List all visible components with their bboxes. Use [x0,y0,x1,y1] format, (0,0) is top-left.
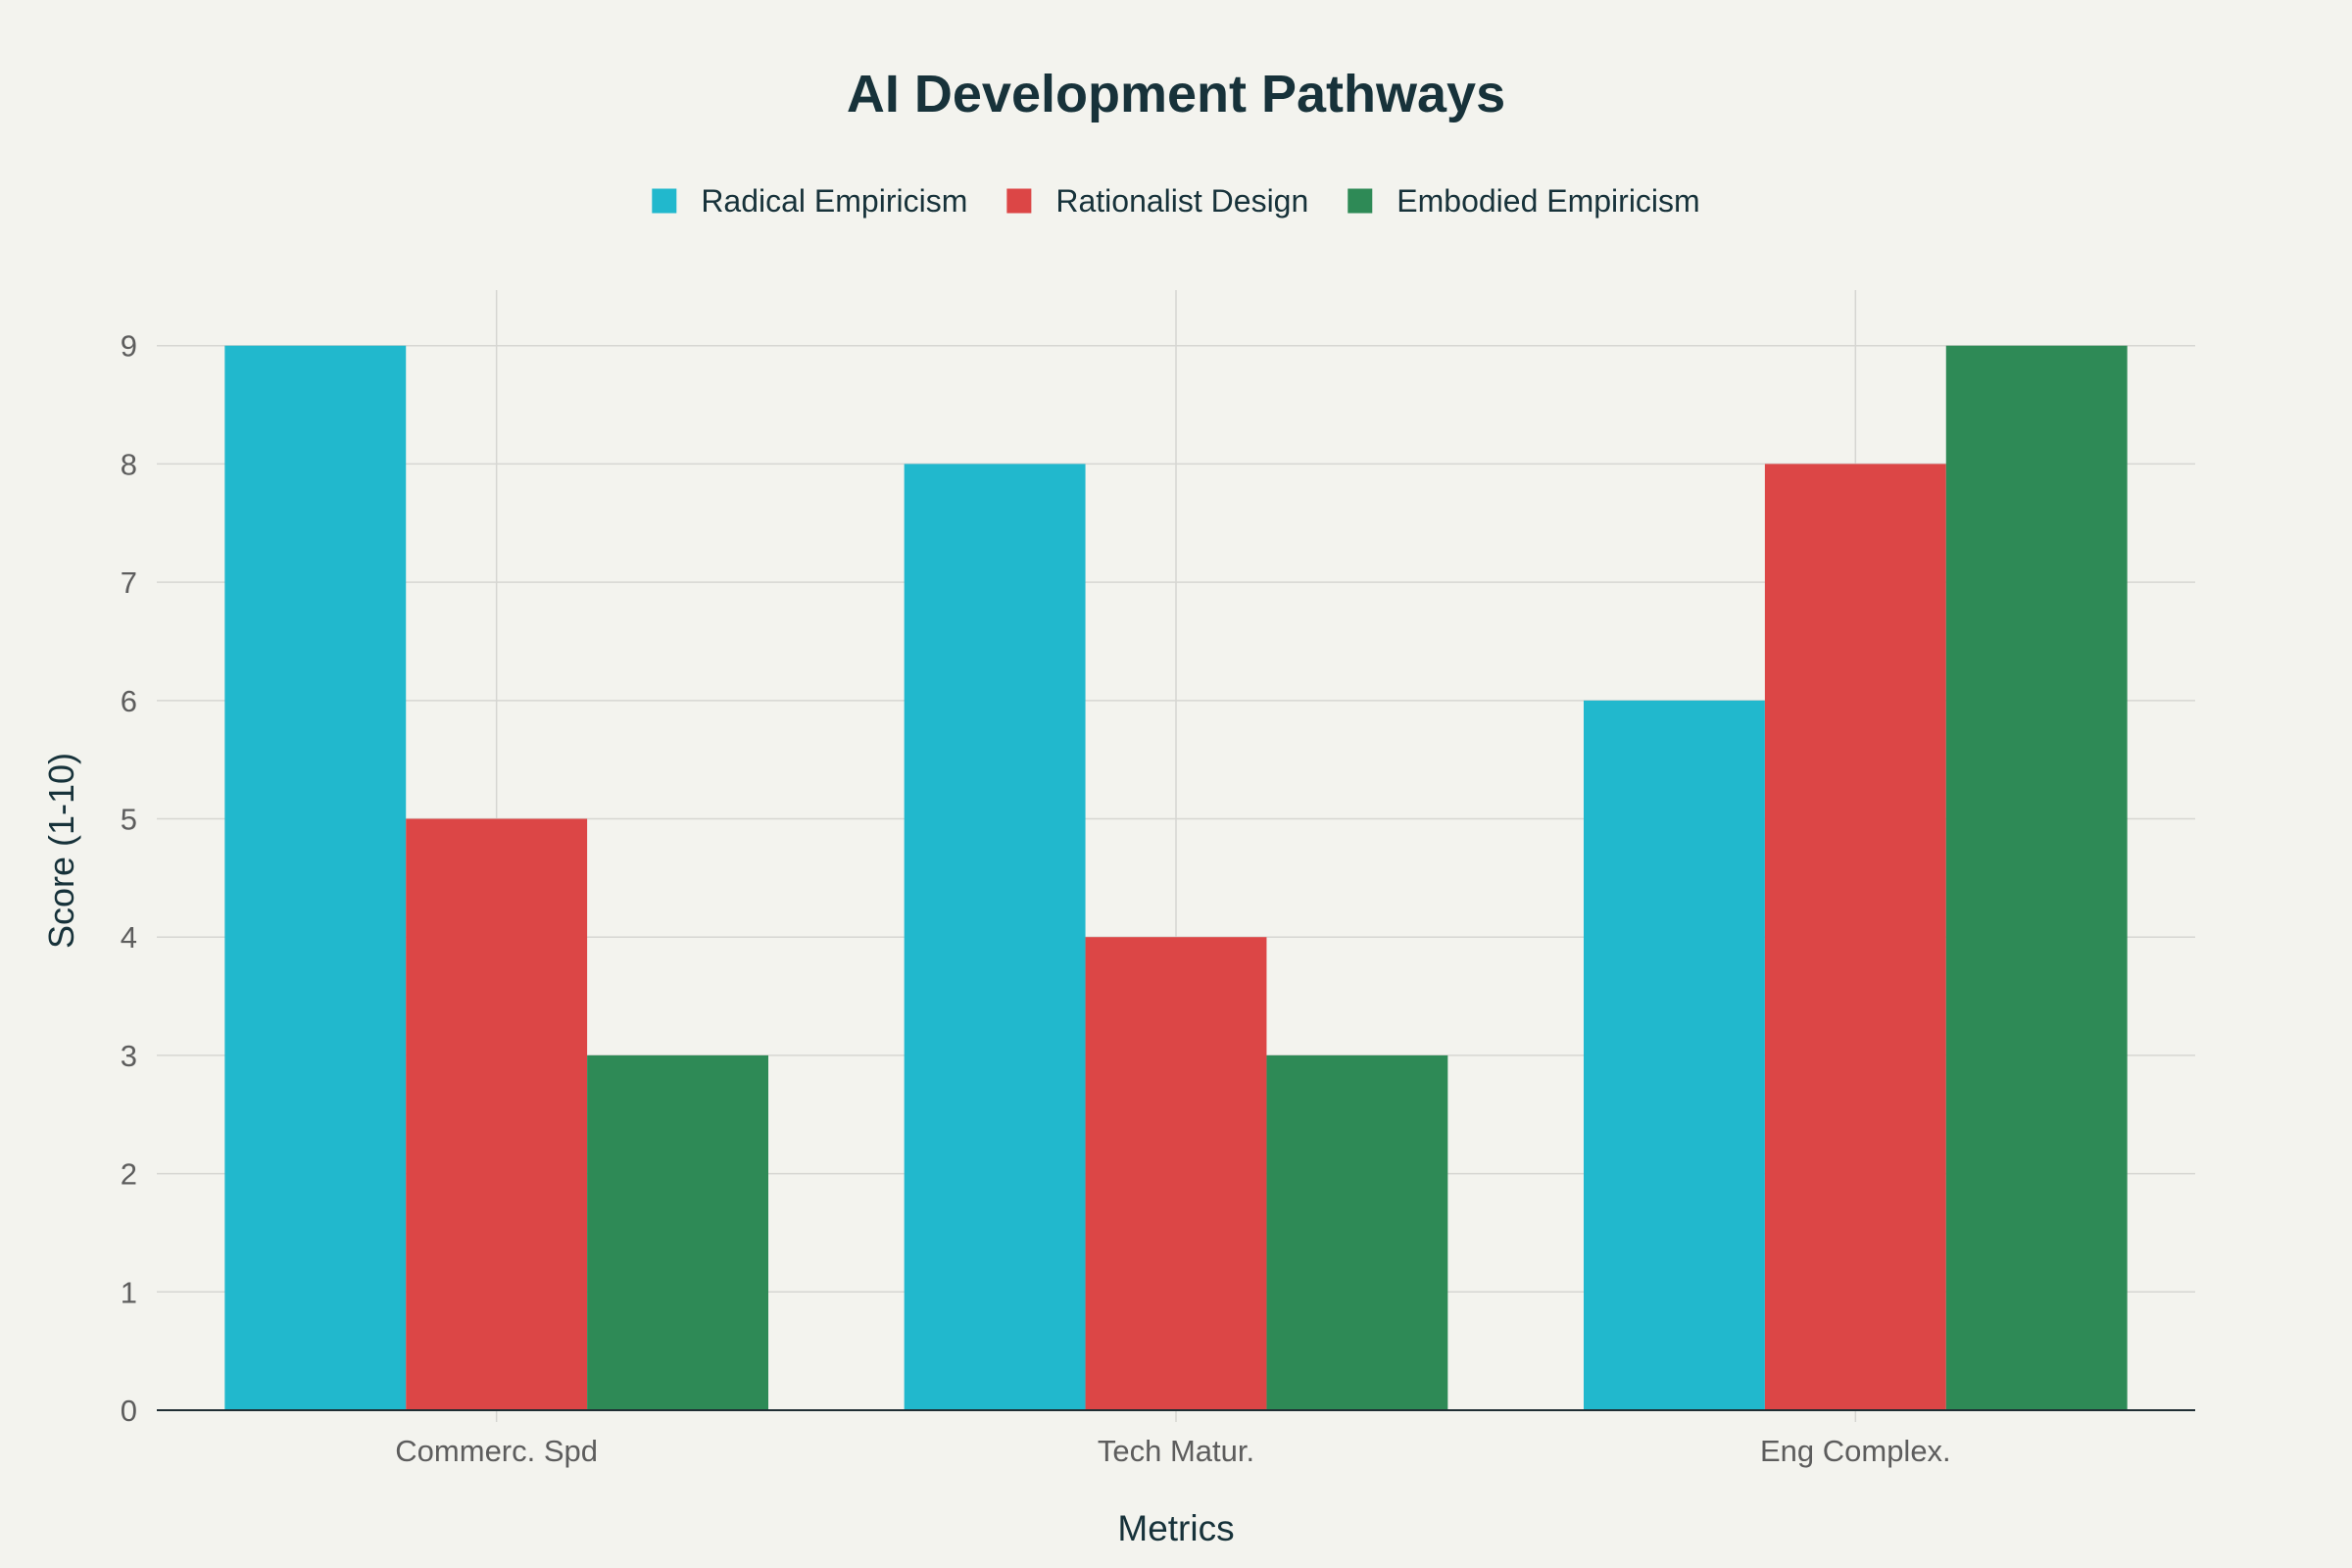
bar [406,818,588,1410]
y-tick-label: 3 [121,1039,137,1073]
y-tick-labels: 0 1 2 3 4 5 6 7 8 9 [121,329,137,1428]
legend-label: Embodied Empiricism [1396,183,1699,219]
y-tick-label: 7 [121,565,137,600]
y-tick-label: 9 [121,329,137,364]
bar [1945,345,2128,1411]
bar [587,1054,768,1410]
x-tick-label: Tech Matur. [1098,1434,1254,1468]
legend: Radical Empiricism Rationalist Design Embo… [652,183,1700,219]
bars-group [224,345,2128,1411]
y-tick-label: 4 [121,920,137,955]
legend-swatch [1006,188,1032,214]
bar [1584,700,1765,1410]
chart-title: AI Development Pathways [847,65,1505,123]
y-axis-title: Score (1-10) [41,753,81,949]
bar [1764,464,1946,1410]
y-tick-label: 6 [121,684,137,718]
legend-label: Rationalist Design [1055,183,1308,219]
bar [904,464,1086,1410]
bar [1085,937,1267,1410]
legend-swatch [1348,188,1373,214]
y-tick-label: 1 [121,1275,137,1309]
bar [224,345,407,1411]
y-tick-label: 0 [121,1394,137,1428]
y-tick-label: 8 [121,447,137,481]
y-tick-label: 2 [121,1157,137,1192]
bar [1266,1054,1448,1410]
x-tick-label: Eng Complex. [1760,1434,1951,1468]
legend-swatch [652,188,677,214]
y-tick-label: 5 [121,803,137,837]
x-tick-labels: Commerc. Spd Tech Matur. Eng Complex. [395,1434,1950,1468]
x-tick-label: Commerc. Spd [395,1434,598,1468]
legend-label: Radical Empiricism [701,183,967,219]
x-axis-title: Metrics [1117,1508,1234,1548]
